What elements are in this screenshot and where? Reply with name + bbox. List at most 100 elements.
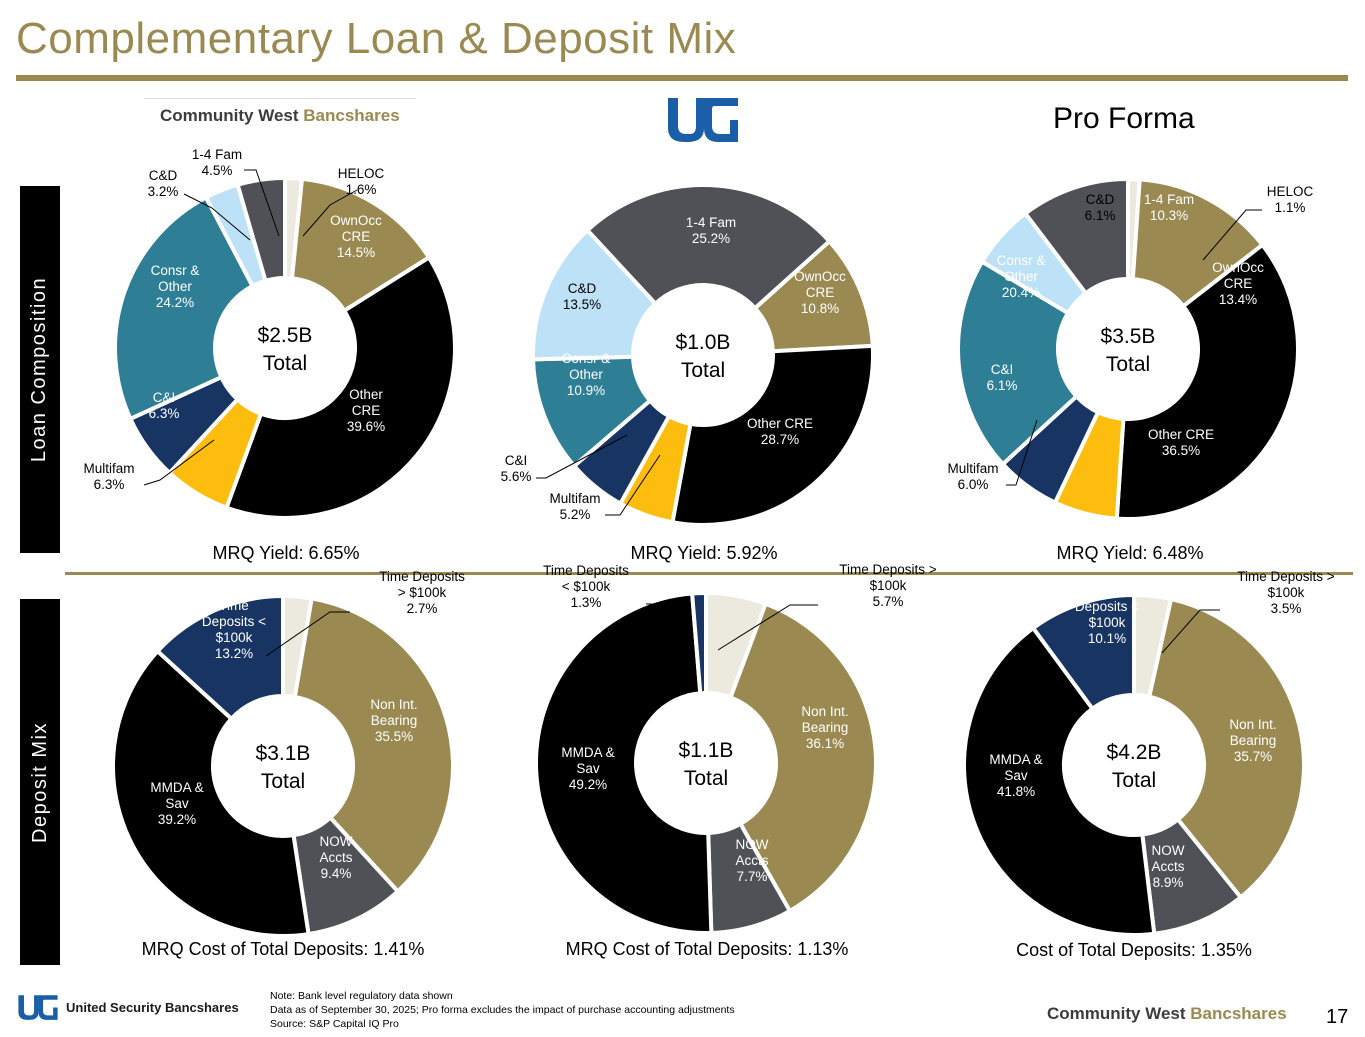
slice-label-line: Accts bbox=[1151, 859, 1184, 874]
slice-label-line: 10.9% bbox=[567, 383, 605, 398]
slice-mmda-sav bbox=[961, 625, 1157, 937]
slice-label-line: 13.5% bbox=[563, 297, 601, 312]
slice-label: OwnOcc CRE 14.5% bbox=[330, 213, 382, 260]
slice-label: Time Deposits > $100k 5.7% bbox=[839, 562, 937, 609]
slice-label-line: 6.0% bbox=[958, 477, 989, 492]
slice-label-line: 6.1% bbox=[987, 378, 1018, 393]
center-total: $3.1B Total bbox=[256, 742, 311, 793]
slice-label: Non Int. Bearing 36.1% bbox=[801, 704, 848, 751]
center-total-line: Total bbox=[681, 359, 725, 382]
slice-label-line: Other CRE bbox=[1148, 427, 1214, 442]
slice-label-line: 25.2% bbox=[692, 231, 730, 246]
slice-label: C&D 13.5% bbox=[563, 281, 601, 312]
slice-label: Other CRE 28.7% bbox=[747, 416, 813, 447]
leader-line bbox=[183, 193, 251, 241]
slice-other-cre bbox=[223, 254, 457, 520]
slice-label: C&D 3.2% bbox=[148, 168, 179, 199]
slice-label-line: Sav bbox=[165, 796, 189, 811]
united-security-logo-icon bbox=[668, 98, 738, 142]
slice-label-line: Time Deposits > bbox=[839, 562, 937, 577]
slice-label-line: Time bbox=[219, 598, 249, 613]
center-total: $4.2B Total bbox=[1107, 741, 1162, 792]
center-total-line: $3.5B bbox=[1101, 325, 1156, 348]
slice-label-line: Deposits < bbox=[202, 614, 266, 629]
slice-label-line: Time Deposits bbox=[379, 569, 465, 584]
slice-other-cre bbox=[1114, 242, 1300, 521]
usb-footer-name: United Security Bancshares bbox=[66, 999, 239, 1015]
slice-label-line: Other bbox=[569, 367, 603, 382]
slice-label-line: 28.7% bbox=[761, 432, 799, 447]
slice-label-line: Time Deposits > bbox=[1237, 569, 1335, 584]
slice-label-line: 5.7% bbox=[873, 594, 904, 609]
slice-label-line: Accts bbox=[735, 853, 768, 868]
slice-label-line: $100k bbox=[870, 578, 907, 593]
slice-label-line: 6.1% bbox=[1085, 208, 1116, 223]
slice-label-line: Time Deposits bbox=[543, 563, 629, 578]
deposit-mix-bar: Deposit Mix bbox=[20, 599, 60, 965]
slice-label-line: CRE bbox=[1224, 276, 1253, 291]
slice-label-line: Bearing bbox=[371, 713, 418, 728]
slice-label-line: 4.5% bbox=[202, 163, 233, 178]
slice-label: MMDA & Sav 39.2% bbox=[150, 780, 203, 827]
slice-label-line: Consr & bbox=[562, 351, 611, 366]
donut-cw-deposits: $3.1B Total bbox=[111, 593, 455, 938]
slice-label-line: 36.1% bbox=[806, 736, 844, 751]
pf-loan-yield: MRQ Yield: 6.48% bbox=[1056, 543, 1204, 563]
leader-line bbox=[244, 169, 280, 237]
center-total: $3.5B Total bbox=[1101, 325, 1156, 376]
pf-deposit-cost: Cost of Total Deposits: 1.35% bbox=[1016, 940, 1252, 960]
note-line: Note: Bank level regulatory data shown bbox=[270, 990, 453, 1002]
leader-line bbox=[1202, 209, 1262, 261]
slice-label: C&D 6.1% bbox=[1085, 192, 1116, 223]
slice-mmda-sav bbox=[111, 648, 311, 938]
slice-label-line: 1.1% bbox=[1275, 200, 1306, 215]
slice-label-line: C&D bbox=[568, 281, 597, 296]
slice-label: Multifam 5.2% bbox=[549, 491, 600, 522]
slice-label-line: OwnOcc bbox=[1212, 260, 1264, 275]
slice-label-line: Time bbox=[1092, 583, 1122, 598]
slice-time-deposits-100k bbox=[154, 593, 285, 722]
slice-label-line: 7.7% bbox=[737, 869, 768, 884]
slice-other-cre bbox=[670, 343, 875, 527]
slice-label-line: C&I bbox=[991, 362, 1014, 377]
slice-non-int-bearing bbox=[1146, 596, 1306, 901]
slice-1-4-fam bbox=[584, 183, 833, 311]
center-total-line: $1.0B bbox=[676, 331, 731, 354]
slice-label: Non Int. Bearing 35.7% bbox=[1229, 717, 1276, 764]
slice-label-line: Multifam bbox=[83, 461, 134, 476]
slice-label-line: CRE bbox=[342, 229, 371, 244]
slice-label: Time Deposits < $100k 13.2% bbox=[202, 598, 266, 661]
slice-label: Multifam 6.3% bbox=[83, 461, 134, 492]
slice-label: Non Int. Bearing 35.5% bbox=[370, 697, 417, 744]
leader-line bbox=[265, 611, 350, 657]
center-total: $1.0B Total bbox=[676, 331, 731, 382]
usb-loan-yield: MRQ Yield: 5.92% bbox=[630, 543, 778, 563]
slice-label-line: Non Int. bbox=[1229, 717, 1276, 732]
donut-pf-loans: $3.5B Total bbox=[956, 176, 1300, 521]
slice-label-line: 20.4% bbox=[1002, 285, 1040, 300]
slice-label-line: 13.2% bbox=[215, 646, 253, 661]
slice-label-line: CRE bbox=[806, 285, 835, 300]
slice-label-line: 10.3% bbox=[1150, 208, 1188, 223]
slice-label: HELOC 1.1% bbox=[1267, 184, 1314, 215]
page-title: Complementary Loan & Deposit Mix bbox=[16, 14, 737, 63]
slice-label-line: $100k bbox=[216, 630, 253, 645]
slice-label-line: $100k bbox=[1089, 615, 1126, 630]
slice-label: OwnOcc CRE 13.4% bbox=[1212, 260, 1264, 307]
slice-label-line: 39.2% bbox=[158, 812, 196, 827]
community-west-footer-logo: Community West Bancshares bbox=[1047, 1004, 1287, 1023]
slice-label-line: 6.3% bbox=[94, 477, 125, 492]
slice-label-line: 35.5% bbox=[375, 729, 413, 744]
leader-line bbox=[1006, 419, 1038, 486]
leader-line bbox=[646, 603, 691, 676]
slice-label-line: Deposits < bbox=[1075, 599, 1139, 614]
slice-label-line: MMDA & bbox=[150, 780, 203, 795]
slice-mmda-sav bbox=[534, 591, 714, 935]
donut-usb-loans: $1.0B Total bbox=[531, 183, 875, 527]
cw-deposit-cost: MRQ Cost of Total Deposits: 1.41% bbox=[141, 939, 425, 959]
slice-label-line: 39.6% bbox=[347, 419, 385, 434]
slice-label: Time Deposits > $100k 3.5% bbox=[1237, 569, 1335, 616]
slice-time-deposits-100k bbox=[689, 590, 708, 696]
slice-label-line: 14.5% bbox=[337, 245, 375, 260]
